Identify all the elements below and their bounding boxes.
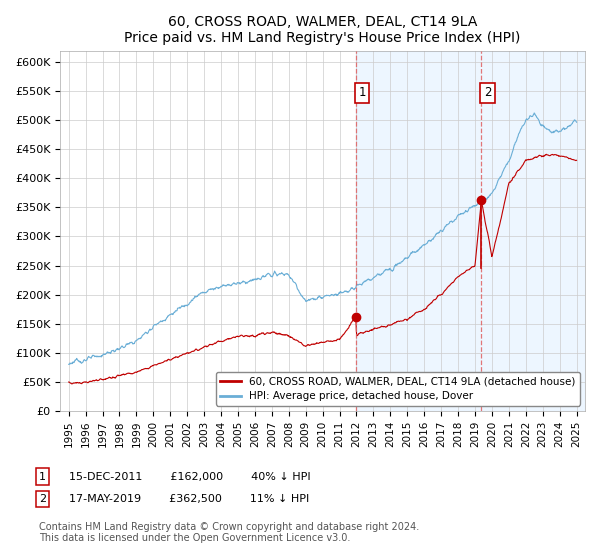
Legend: 60, CROSS ROAD, WALMER, DEAL, CT14 9LA (detached house), HPI: Average price, det: 60, CROSS ROAD, WALMER, DEAL, CT14 9LA (… (216, 372, 580, 405)
Text: 2: 2 (39, 494, 46, 504)
Text: Contains HM Land Registry data © Crown copyright and database right 2024.: Contains HM Land Registry data © Crown c… (39, 522, 419, 532)
Title: 60, CROSS ROAD, WALMER, DEAL, CT14 9LA
Price paid vs. HM Land Registry's House P: 60, CROSS ROAD, WALMER, DEAL, CT14 9LA P… (124, 15, 521, 45)
Text: 1: 1 (39, 472, 46, 482)
Text: 17-MAY-2019        £362,500        11% ↓ HPI: 17-MAY-2019 £362,500 11% ↓ HPI (69, 494, 309, 504)
Text: 2: 2 (484, 86, 491, 100)
Bar (356, 50, 585, 411)
Text: 15-DEC-2011        £162,000        40% ↓ HPI: 15-DEC-2011 £162,000 40% ↓ HPI (69, 472, 311, 482)
Text: This data is licensed under the Open Government Licence v3.0.: This data is licensed under the Open Gov… (39, 533, 350, 543)
Text: 1: 1 (358, 86, 366, 100)
